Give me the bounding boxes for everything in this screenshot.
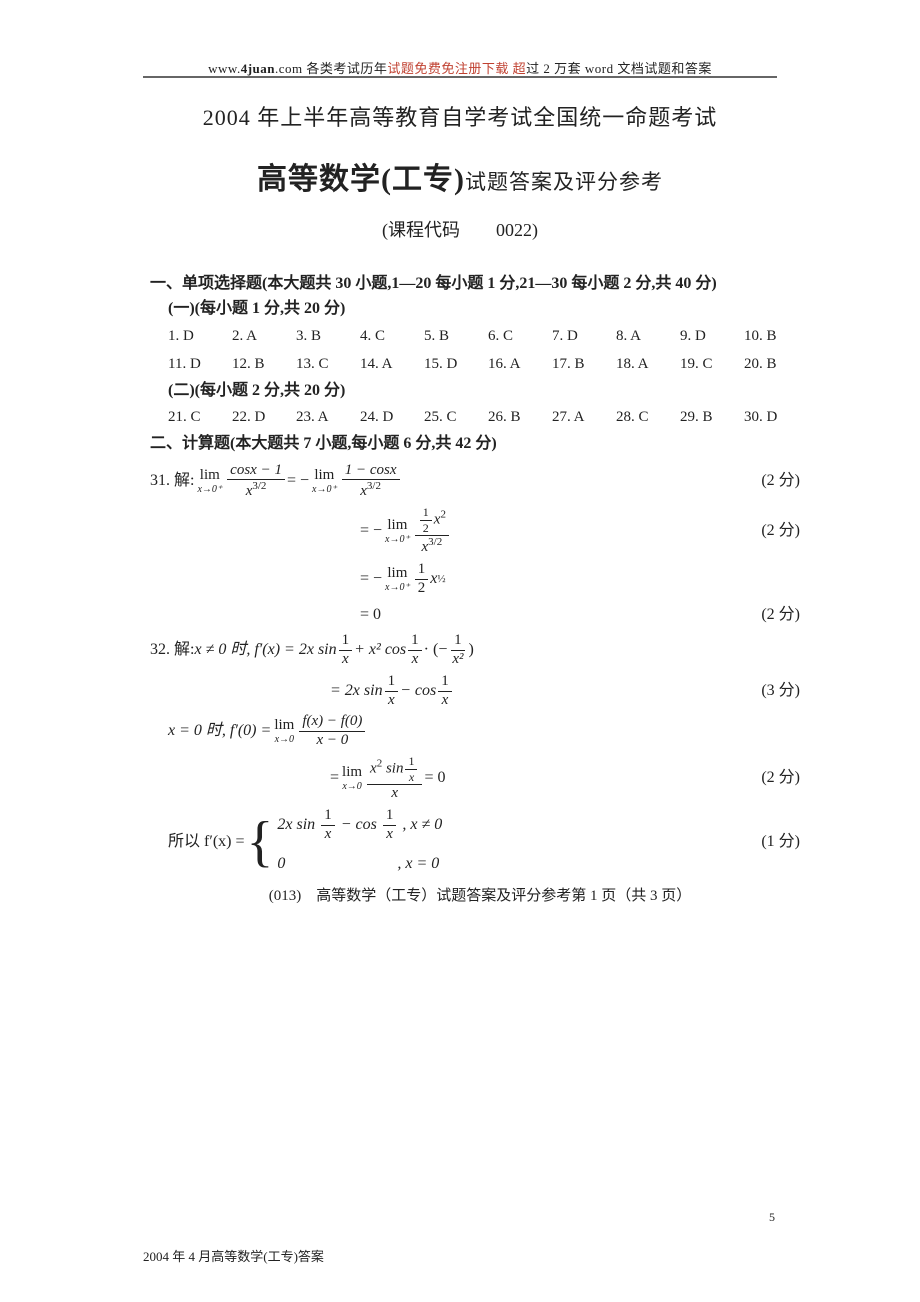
points: (2 分)	[761, 519, 810, 544]
ans: 16. A	[488, 350, 552, 379]
title-line-1: 2004 年上半年高等教育自学考试全国统一命题考试	[0, 100, 920, 132]
header-bold: 4juan	[241, 61, 275, 76]
q32-line2: = 2x sin 1x − cos 1x (3 分)	[150, 674, 810, 709]
section2-heading: 二、计算题(本大题共 7 小题,每小题 6 分,共 42 分)	[150, 432, 810, 457]
q31-line3: = − limx→0⁺ 12 x½	[150, 562, 810, 597]
page-number: 5	[769, 1210, 775, 1225]
points: (2 分)	[761, 469, 810, 494]
lim: limx→0⁺	[312, 468, 337, 495]
answers-row-2: 11. D 12. B 13. C 14. A 15. D 16. A 17. …	[150, 350, 810, 379]
q32-label: 32. 解:	[150, 638, 194, 663]
ans: 8. A	[616, 322, 680, 351]
section1-sub1: (一)(每小题 1 分,共 20 分)	[150, 297, 810, 322]
course-code: (课程代码 0022)	[0, 216, 920, 242]
section1-heading: 一、单项选择题(本大题共 30 小题,1—20 每小题 1 分,21—30 每小…	[150, 272, 810, 297]
ans: 25. C	[424, 403, 488, 432]
ans: 3. B	[296, 322, 360, 351]
ans: 19. C	[680, 350, 744, 379]
title-small: 试题答案及评分参考	[465, 170, 663, 194]
frac: 12	[415, 562, 429, 597]
q31-line1: 31. 解: limx→0⁺ cosx − 1 x3/2 = − limx→0⁺…	[150, 463, 810, 501]
lim: limx→0	[274, 718, 294, 745]
ans: 20. B	[744, 350, 808, 379]
bottom-note: 2004 年 4 月高等数学(工专)答案	[143, 1246, 324, 1265]
answers-row-3: 21. C 22. D 23. A 24. D 25. C 26. B 27. …	[150, 403, 810, 432]
ans: 9. D	[680, 322, 744, 351]
section1-sub2: (二)(每小题 2 分,共 20 分)	[150, 379, 810, 404]
ans: 29. B	[680, 403, 744, 432]
ans: 7. D	[552, 322, 616, 351]
title-line-2: 高等数学(工专)试题答案及评分参考	[0, 154, 920, 198]
ans: 30. D	[744, 403, 808, 432]
ans: 5. B	[424, 322, 488, 351]
ans: 4. C	[360, 322, 424, 351]
ans: 12. B	[232, 350, 296, 379]
ans: 1. D	[168, 322, 232, 351]
ans: 14. A	[360, 350, 424, 379]
points: (1 分)	[761, 830, 810, 855]
q32-line1: 32. 解: x ≠ 0 时, f′(x) = 2x sin 1x + x² c…	[150, 633, 810, 668]
ans: 13. C	[296, 350, 360, 379]
header-rule	[143, 76, 777, 78]
ans: 15. D	[424, 350, 488, 379]
q31-line2: = − limx→0⁺ 12x2 x3/2 (2 分)	[150, 506, 810, 556]
ans: 21. C	[168, 403, 232, 432]
page-footer-note: (013) 高等数学（工专）试题答案及评分参考第 1 页（共 3 页）	[150, 885, 810, 908]
header-mid1: .com 各类考试历年	[275, 61, 387, 76]
lim: limx→0⁺	[385, 566, 410, 593]
content-area: 一、单项选择题(本大题共 30 小题,1—20 每小题 1 分,21—30 每小…	[150, 272, 810, 908]
ans: 18. A	[616, 350, 680, 379]
points: (2 分)	[761, 766, 810, 791]
points: (3 分)	[761, 679, 810, 704]
header-left: www.	[208, 61, 241, 76]
ans: 2. A	[232, 322, 296, 351]
cases: 2x sin 1x − cos 1x , x ≠ 0 0 , x = 0	[277, 808, 442, 877]
points: (2 分)	[761, 603, 810, 628]
q31-label: 31. 解:	[150, 469, 194, 494]
frac: cosx − 1 x3/2	[227, 463, 285, 501]
ans: 26. B	[488, 403, 552, 432]
q32-cases: 所以 f′(x) = { 2x sin 1x − cos 1x , x ≠ 0 …	[150, 808, 810, 877]
lim: limx→0	[342, 765, 362, 792]
page-header: www.4juan.com 各类考试历年试题免费免注册下载 超过 2 万套 wo…	[143, 58, 777, 77]
q32-line4: = limx→0 x2 sin1x x = 0 (2 分)	[150, 755, 810, 802]
ans: 27. A	[552, 403, 616, 432]
brace-icon: {	[247, 817, 274, 867]
ans: 11. D	[168, 350, 232, 379]
frac: 12x2 x3/2	[415, 506, 449, 556]
q31-line4: = 0 (2 分)	[150, 603, 810, 628]
ans: 24. D	[360, 403, 424, 432]
ans: 10. B	[744, 322, 808, 351]
ans: 22. D	[232, 403, 296, 432]
ans: 6. C	[488, 322, 552, 351]
header-mid2: 过 2 万套 word 文档试题和答案	[526, 61, 712, 76]
q32-line3: x = 0 时, f′(0) = limx→0 f(x) − f(0)x − 0	[150, 714, 810, 749]
header-red: 试题免费免注册下载 超	[387, 61, 526, 76]
lim: limx→0⁺	[385, 518, 410, 545]
frac: 1 − cosx x3/2	[342, 463, 400, 501]
title-big: 高等数学(工专)	[257, 163, 465, 196]
answers-row-1: 1. D 2. A 3. B 4. C 5. B 6. C 7. D 8. A …	[150, 322, 810, 351]
ans: 23. A	[296, 403, 360, 432]
ans: 17. B	[552, 350, 616, 379]
ans: 28. C	[616, 403, 680, 432]
lim: limx→0⁺	[197, 468, 222, 495]
